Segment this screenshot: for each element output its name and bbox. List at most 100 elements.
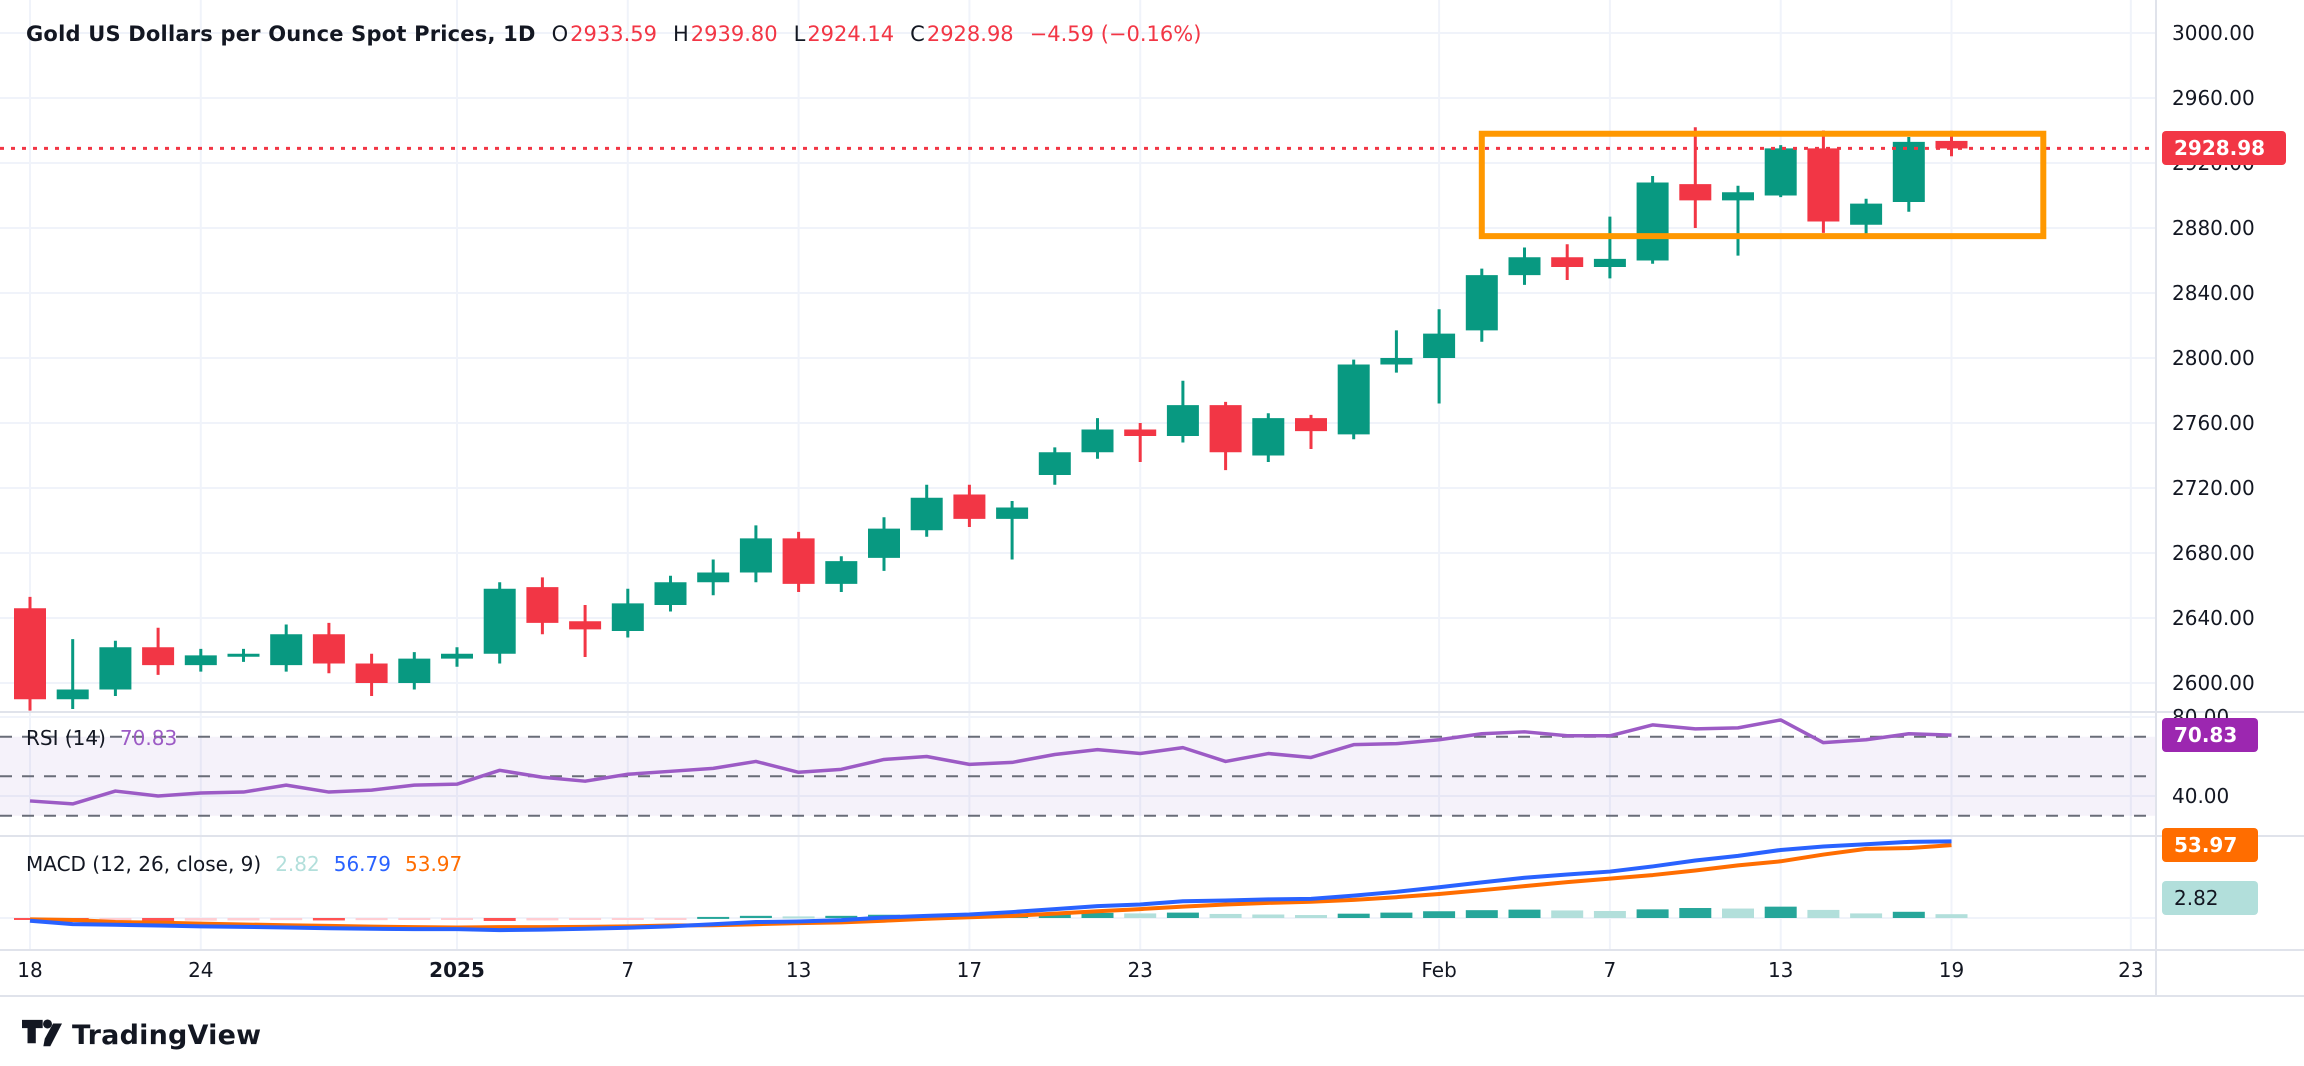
candle-body xyxy=(1166,405,1199,436)
pane-separators xyxy=(0,0,2304,997)
candle-body xyxy=(868,528,900,558)
tradingview-logo[interactable]: TradingView xyxy=(22,1018,261,1052)
candle-body xyxy=(355,663,388,683)
candle[interactable] xyxy=(654,575,687,612)
high-value: 2939.80 xyxy=(690,22,778,46)
macd-signal-value: 53.97 xyxy=(405,852,463,876)
macd-histogram-bar xyxy=(739,915,772,918)
candle-body xyxy=(483,588,516,654)
candle[interactable] xyxy=(1465,268,1498,342)
macd-histogram-bar xyxy=(1935,914,1968,918)
macd-histogram-bar xyxy=(1508,909,1541,918)
candle[interactable] xyxy=(910,484,943,537)
time-tick-label: 13 xyxy=(785,958,812,982)
candle[interactable] xyxy=(1551,244,1584,280)
candle[interactable] xyxy=(142,627,175,675)
candle[interactable] xyxy=(1508,247,1541,285)
time-tick-label: 7 xyxy=(621,958,635,982)
macd-label[interactable]: MACD (12, 26, close, 9) xyxy=(26,852,262,876)
symbol-title[interactable]: Gold US Dollars per Ounce Spot Prices, 1… xyxy=(26,22,536,46)
candle[interactable] xyxy=(953,484,986,527)
rsi-line xyxy=(29,718,1952,806)
macd-legend: MACD (12, 26, close, 9) 2.82 56.79 53.97 xyxy=(26,852,462,876)
candle[interactable] xyxy=(1935,130,1968,157)
candle[interactable] xyxy=(739,525,772,583)
candle[interactable] xyxy=(1764,145,1797,198)
candle-body xyxy=(526,587,559,623)
candle[interactable] xyxy=(1209,401,1242,471)
candle-wick xyxy=(1309,414,1313,449)
change-value: −4.59 (−0.16%) xyxy=(1029,22,1202,46)
macd-histogram-bar xyxy=(697,916,730,919)
macd-histogram-bar xyxy=(1892,911,1925,918)
candle-body xyxy=(996,507,1029,519)
candle-body xyxy=(1764,148,1797,196)
candle[interactable] xyxy=(312,622,345,674)
macd-histogram-bar xyxy=(1850,913,1883,918)
candle[interactable] xyxy=(227,648,260,662)
candle[interactable] xyxy=(868,517,900,571)
candle[interactable] xyxy=(526,577,559,635)
candle-wick xyxy=(1608,216,1612,279)
candle[interactable] xyxy=(1380,330,1413,373)
candle[interactable] xyxy=(270,624,303,672)
candle[interactable] xyxy=(483,582,516,664)
macd-histogram-bar xyxy=(270,918,303,921)
candle[interactable] xyxy=(398,652,431,690)
candle[interactable] xyxy=(697,559,730,596)
rsi-label[interactable]: RSI (14) xyxy=(26,726,106,750)
candle[interactable] xyxy=(1593,216,1626,279)
rsi-pane[interactable] xyxy=(29,718,1952,806)
candle[interactable] xyxy=(441,647,473,667)
time-tick-label: 2025 xyxy=(429,958,485,982)
candle[interactable] xyxy=(184,648,217,672)
price-pane[interactable] xyxy=(14,127,1968,711)
low-label: L xyxy=(793,22,806,46)
macd-line-value: 56.79 xyxy=(333,852,391,876)
candle[interactable] xyxy=(99,640,132,696)
macd-histogram-bar xyxy=(184,918,217,921)
candle[interactable] xyxy=(1636,176,1669,264)
highlight-box[interactable] xyxy=(1478,130,2047,240)
candle-body xyxy=(1807,148,1840,222)
macd-histogram-bar xyxy=(1337,913,1370,918)
candle[interactable] xyxy=(996,501,1029,560)
candle[interactable] xyxy=(1892,137,1925,212)
macd-histogram-bar xyxy=(1124,913,1157,918)
candle[interactable] xyxy=(782,531,815,592)
candle[interactable] xyxy=(355,653,388,696)
candle-body xyxy=(142,647,175,666)
candle[interactable] xyxy=(1722,185,1754,256)
candle[interactable] xyxy=(1807,130,1840,233)
candle-body xyxy=(782,538,815,584)
macd-hist-value: 2.82 xyxy=(275,852,320,876)
candle[interactable] xyxy=(1124,423,1157,462)
candle[interactable] xyxy=(1850,198,1883,235)
candle[interactable] xyxy=(1252,413,1285,462)
macd-pane[interactable] xyxy=(14,839,1968,933)
candle[interactable] xyxy=(1081,418,1114,459)
candle[interactable] xyxy=(611,588,644,638)
candle[interactable] xyxy=(56,639,89,709)
candle[interactable] xyxy=(14,596,46,711)
candle[interactable] xyxy=(569,605,602,657)
candle-wick xyxy=(583,605,587,657)
candle[interactable] xyxy=(1679,127,1712,228)
candle-body xyxy=(654,582,687,605)
candle-body xyxy=(398,658,431,683)
close-value: 2928.98 xyxy=(926,22,1014,46)
candle[interactable] xyxy=(1295,414,1327,449)
candle[interactable] xyxy=(1423,309,1456,404)
candle-wick xyxy=(1693,127,1697,228)
candle[interactable] xyxy=(825,556,858,592)
last-price-badge: 2928.98 xyxy=(2162,131,2286,165)
candle[interactable] xyxy=(1038,447,1071,485)
candle[interactable] xyxy=(1337,359,1370,440)
macd-histogram-bar xyxy=(1380,912,1413,918)
open-label: O xyxy=(551,22,569,46)
macd-histogram-bar xyxy=(1081,912,1114,918)
candle-body xyxy=(1722,192,1754,201)
candle[interactable] xyxy=(1166,380,1199,443)
